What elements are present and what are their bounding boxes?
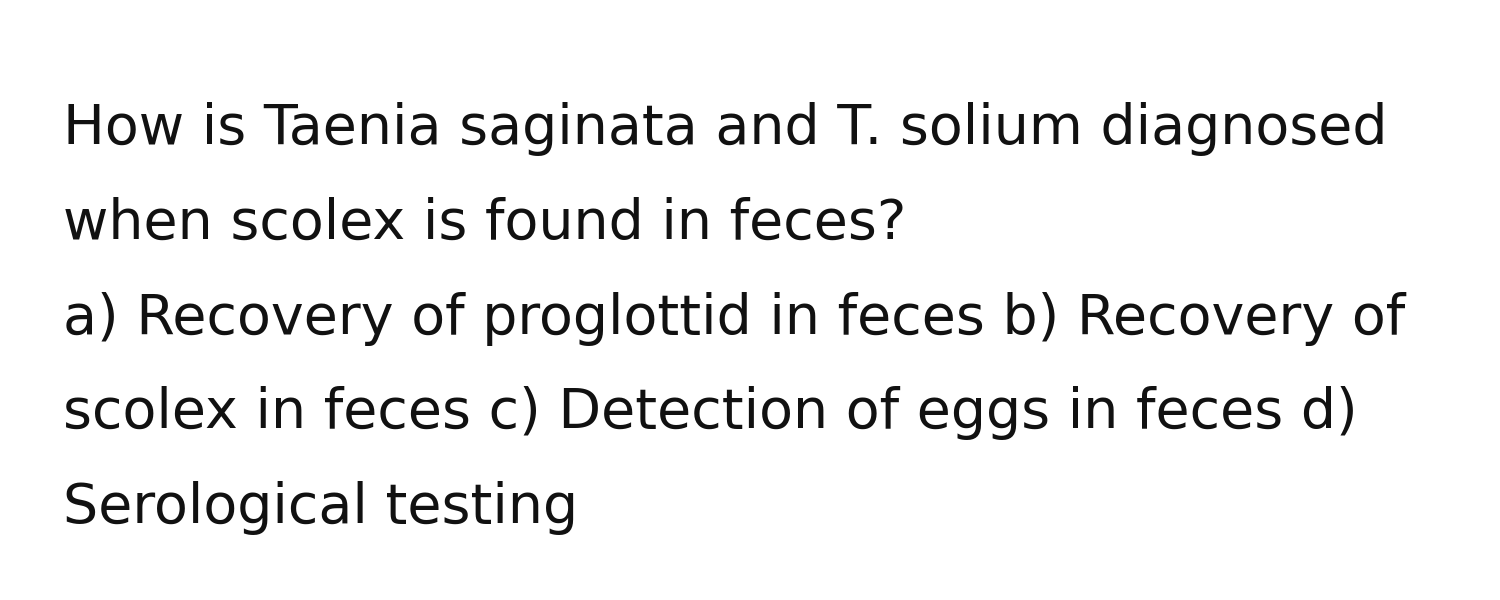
Text: Serological testing: Serological testing: [63, 481, 578, 535]
Text: when scolex is found in feces?: when scolex is found in feces?: [63, 197, 906, 251]
Text: How is Taenia saginata and T. solium diagnosed: How is Taenia saginata and T. solium dia…: [63, 102, 1388, 156]
Text: scolex in feces c) Detection of eggs in feces d): scolex in feces c) Detection of eggs in …: [63, 386, 1358, 440]
Text: a) Recovery of proglottid in feces b) Recovery of: a) Recovery of proglottid in feces b) Re…: [63, 292, 1406, 346]
